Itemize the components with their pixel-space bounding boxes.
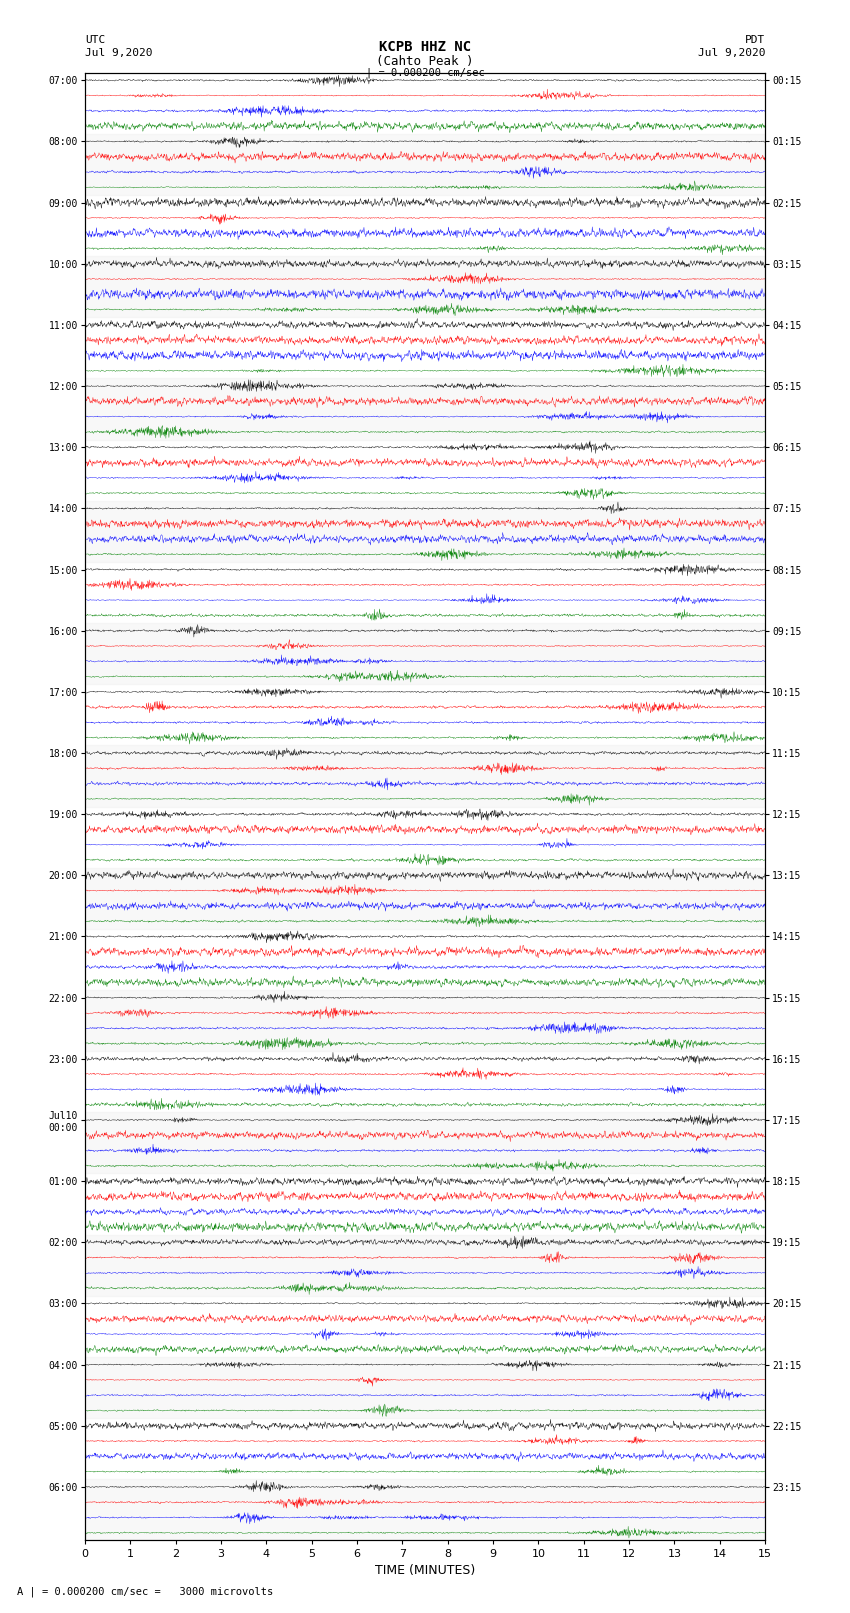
Text: | = 0.000200 cm/sec: | = 0.000200 cm/sec bbox=[366, 68, 484, 79]
Bar bbox=[85, 745, 765, 806]
Bar bbox=[85, 868, 765, 929]
Bar bbox=[85, 134, 765, 195]
Bar bbox=[85, 500, 765, 561]
Text: (Cahto Peak ): (Cahto Peak ) bbox=[377, 55, 473, 68]
Text: UTC: UTC bbox=[85, 35, 105, 45]
Bar bbox=[85, 1479, 765, 1540]
X-axis label: TIME (MINUTES): TIME (MINUTES) bbox=[375, 1563, 475, 1576]
Bar bbox=[85, 256, 765, 318]
Bar bbox=[85, 990, 765, 1052]
Bar bbox=[85, 1357, 765, 1418]
Bar bbox=[85, 379, 765, 440]
Bar bbox=[85, 623, 765, 684]
Bar bbox=[85, 1234, 765, 1295]
Text: KCPB HHZ NC: KCPB HHZ NC bbox=[379, 40, 471, 55]
Text: Jul 9,2020: Jul 9,2020 bbox=[85, 48, 152, 58]
Text: Jul 9,2020: Jul 9,2020 bbox=[698, 48, 765, 58]
Text: PDT: PDT bbox=[745, 35, 765, 45]
Bar bbox=[85, 1113, 765, 1174]
Text: A | = 0.000200 cm/sec =   3000 microvolts: A | = 0.000200 cm/sec = 3000 microvolts bbox=[17, 1586, 273, 1597]
